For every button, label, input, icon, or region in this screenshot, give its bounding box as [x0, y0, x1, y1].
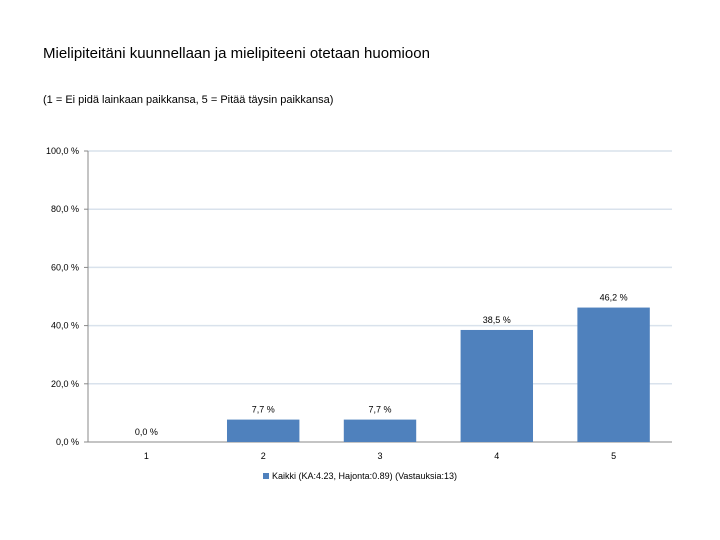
chart-subtitle: (1 = Ei pidä lainkaan paikkansa, 5 = Pit… [43, 94, 334, 106]
bar-4 [460, 329, 534, 442]
data-label-2: 7,7 % [252, 405, 275, 415]
y-tick-label: 0,0 % [56, 437, 79, 447]
data-label-5: 46,2 % [600, 293, 628, 303]
bar-5 [577, 307, 650, 442]
y-tick-label: 60,0 % [51, 262, 79, 272]
x-tick-label-3: 3 [377, 451, 382, 461]
data-label-1: 0,0 % [135, 427, 158, 437]
y-tick-label: 100,0 % [46, 146, 79, 156]
legend-swatch [263, 473, 270, 479]
x-tick-label-4: 4 [494, 451, 499, 461]
y-tick-label: 80,0 % [51, 204, 79, 214]
bar-3 [343, 419, 417, 442]
x-tick-label-2: 2 [261, 451, 266, 461]
y-tick-label: 20,0 % [51, 379, 79, 389]
legend-label: Kaikki (KA:4.23, Hajonta:0.89) (Vastauks… [272, 471, 457, 481]
x-tick-label-1: 1 [144, 451, 149, 461]
x-tick-label-5: 5 [611, 451, 616, 461]
data-label-3: 7,7 % [368, 405, 391, 415]
data-label-4: 38,5 % [483, 315, 511, 325]
chart-legend: Kaikki (KA:4.23, Hajonta:0.89) (Vastauks… [0, 471, 720, 481]
bar-2 [226, 419, 300, 442]
y-tick-label: 40,0 % [51, 321, 79, 331]
chart-title: Mielipiteitäni kuunnellaan ja mielipitee… [43, 45, 430, 62]
